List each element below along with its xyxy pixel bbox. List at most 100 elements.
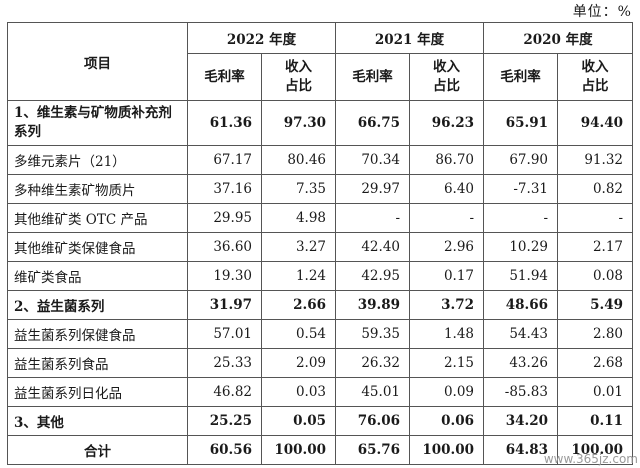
watermark: www.365jz.com — [543, 452, 638, 466]
cell-revenue-share: 2.66 — [261, 290, 336, 320]
cell-gross-margin: 25.33 — [187, 348, 262, 378]
column-header-2021: 2021 年度 — [335, 22, 484, 54]
table-row: 合计 60.56 100.00 65.76 100.00 64.83 100.00 — [7, 435, 633, 465]
table-row: 3、其他 25.25 0.05 76.06 0.06 34.20 0.11 — [7, 406, 633, 436]
cell-gross-margin: 59.35 — [335, 319, 410, 349]
table-row: 多维元素片（21） 67.17 80.46 70.34 86.70 67.90 91.32 — [7, 145, 633, 175]
cell-gross-margin: 70.34 — [335, 145, 410, 175]
cell-gross-margin: - — [483, 203, 558, 233]
cell-gross-margin: 65.76 — [335, 435, 410, 465]
cell-gross-margin: 66.75 — [335, 100, 410, 146]
cell-gross-margin: 61.36 — [187, 100, 262, 146]
cell-revenue-share: 97.30 — [261, 100, 336, 146]
cell-gross-margin: 42.95 — [335, 261, 410, 291]
cell-gross-margin: 43.26 — [483, 348, 558, 378]
cell-revenue-share: 100.00 — [261, 435, 336, 465]
cell-gross-margin: 31.97 — [187, 290, 262, 320]
cell-revenue-share: 0.06 — [409, 406, 484, 436]
cell-revenue-share: 0.11 — [557, 406, 633, 436]
cell-gross-margin: -85.83 — [483, 377, 558, 407]
table-row: 益生菌系列日化品 46.82 0.03 45.01 0.09 -85.83 0.01 — [7, 377, 633, 407]
table-row: 2、益生菌系列 31.97 2.66 39.89 3.72 48.66 5.49 — [7, 290, 633, 320]
table-row: 多种维生素矿物质片 37.16 7.35 29.97 6.40 -7.31 0.82 — [7, 174, 633, 204]
subheader-revenue-share: 收入 占比 — [557, 53, 633, 101]
cell-gross-margin: 51.94 — [483, 261, 558, 291]
gross-margin-table: 项目 2022 年度 2021 年度 2020 年度 毛利率 收入 占比 毛利率 收入占… — [7, 22, 633, 465]
cell-gross-margin: 76.06 — [335, 406, 410, 436]
cell-revenue-share: 3.27 — [261, 232, 336, 262]
column-header-2022: 2022 年度 — [187, 22, 336, 54]
table-row: 益生菌系列食品 25.33 2.09 26.32 2.15 43.26 2.68 — [7, 348, 633, 378]
table-row: 维矿类食品 19.30 1.24 42.95 0.17 51.94 0.08 — [7, 261, 633, 291]
column-header-2020: 2020 年度 — [483, 22, 633, 54]
cell-revenue-share: 80.46 — [261, 145, 336, 175]
table-row: 其他维矿类保健食品 36.60 3.27 42.40 2.96 10.29 2.17 — [7, 232, 633, 262]
cell-revenue-share: 2.09 — [261, 348, 336, 378]
row-label: 1、维生素与矿物质补充剂系列 — [7, 100, 188, 146]
cell-revenue-share: 86.70 — [409, 145, 484, 175]
cell-gross-margin: 25.25 — [187, 406, 262, 436]
table-row: 其他维矿类 OTC 产品 29.95 4.98- - - - — [7, 203, 633, 233]
cell-gross-margin: 10.29 — [483, 232, 558, 262]
cell-revenue-share: 4.98 — [261, 203, 336, 233]
cell-revenue-share: 5.49 — [557, 290, 633, 320]
cell-revenue-share: 1.48 — [409, 319, 484, 349]
row-label: 益生菌系列保健食品 — [7, 319, 188, 349]
cell-revenue-share: 0.05 — [261, 406, 336, 436]
cell-revenue-share: 2.17 — [557, 232, 633, 262]
cell-gross-margin: 60.56 — [187, 435, 262, 465]
cell-revenue-share: 0.08 — [557, 261, 633, 291]
row-label: 多种维生素矿物质片 — [7, 174, 188, 204]
cell-revenue-share: 0.03 — [261, 377, 336, 407]
cell-revenue-share: 0.54 — [261, 319, 336, 349]
cell-gross-margin: 26.32 — [335, 348, 410, 378]
subheader-revenue-share: 收入 占比 — [261, 53, 336, 101]
cell-revenue-share: 6.40 — [409, 174, 484, 204]
cell-revenue-share: 1.24 — [261, 261, 336, 291]
cell-gross-margin: 65.91 — [483, 100, 558, 146]
cell-gross-margin: 39.89 — [335, 290, 410, 320]
cell-revenue-share: 94.40 — [557, 100, 633, 146]
cell-revenue-share: 2.68 — [557, 348, 633, 378]
cell-gross-margin: 67.17 — [187, 145, 262, 175]
cell-gross-margin: 46.82 — [187, 377, 262, 407]
cell-revenue-share: 91.32 — [557, 145, 633, 175]
unit-label: 单位：% — [572, 4, 632, 20]
cell-revenue-share: 2.15 — [409, 348, 484, 378]
cell-revenue-share: - — [557, 203, 633, 233]
cell-gross-margin: 48.66 — [483, 290, 558, 320]
cell-gross-margin: 57.01 — [187, 319, 262, 349]
cell-revenue-share: 0.17 — [409, 261, 484, 291]
table-row: 1、维生素与矿物质补充剂系列 61.36 97.30 66.75 96.23 65.91 9… — [7, 100, 633, 146]
cell-revenue-share: 3.72 — [409, 290, 484, 320]
cell-gross-margin: 29.95 — [187, 203, 262, 233]
cell-revenue-share: - — [409, 203, 484, 233]
table-row: 益生菌系列保健食品 57.01 0.54 59.35 1.48 54.43 2.80 — [7, 319, 633, 349]
cell-gross-margin: - — [335, 203, 410, 233]
cell-gross-margin: 67.90 — [483, 145, 558, 175]
row-label: 其他维矿类保健食品 — [7, 232, 188, 262]
cell-gross-margin: 54.43 — [483, 319, 558, 349]
cell-revenue-share: 0.09 — [409, 377, 484, 407]
cell-revenue-share: 100.00 — [557, 435, 633, 465]
cell-gross-margin: 42.40 — [335, 232, 410, 262]
subheader-gross-margin: 毛利率 — [483, 53, 558, 101]
cell-gross-margin: 19.30 — [187, 261, 262, 291]
cell-gross-margin: 45.01 — [335, 377, 410, 407]
row-label: 维矿类食品 — [7, 261, 188, 291]
cell-revenue-share: 0.82 — [557, 174, 633, 204]
cell-gross-margin: 34.20 — [483, 406, 558, 436]
cell-revenue-share: 2.80 — [557, 319, 633, 349]
cell-revenue-share: 0.01 — [557, 377, 633, 407]
subheader-gross-margin: 毛利率 — [187, 53, 262, 101]
cell-gross-margin: 29.97 — [335, 174, 410, 204]
cell-revenue-share: 100.00 — [409, 435, 484, 465]
row-label: 合计 — [7, 435, 188, 465]
cell-gross-margin: 64.83 — [483, 435, 558, 465]
cell-gross-margin: 36.60 — [187, 232, 262, 262]
cell-revenue-share: 7.35 — [261, 174, 336, 204]
subheader-gross-margin: 毛利率 — [335, 53, 410, 101]
cell-revenue-share: 2.96 — [409, 232, 484, 262]
cell-gross-margin: 37.16 — [187, 174, 262, 204]
row-label: 益生菌系列食品 — [7, 348, 188, 378]
